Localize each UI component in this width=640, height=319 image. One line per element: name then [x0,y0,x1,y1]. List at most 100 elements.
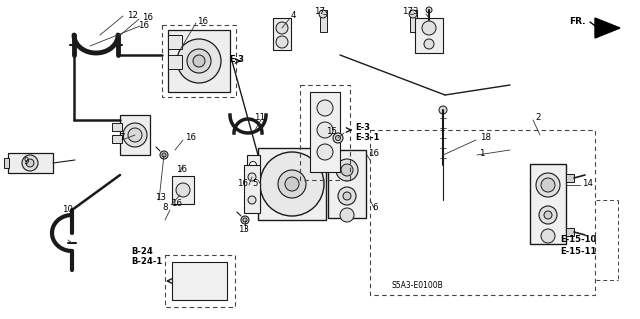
Text: FR.: FR. [569,17,586,26]
Bar [258,148,326,220]
Circle shape [241,216,249,224]
Bar [273,18,291,50]
Text: 16: 16 [197,17,208,26]
Circle shape [338,187,356,205]
Circle shape [536,173,560,197]
Text: 6: 6 [372,204,378,212]
Circle shape [123,123,147,147]
Bar [8,153,53,173]
Bar [566,228,574,236]
Text: E-15-10: E-15-10 [560,235,596,244]
Bar [4,158,9,168]
Bar [172,262,227,300]
Circle shape [336,159,358,181]
Circle shape [285,177,299,191]
Bar [370,130,595,295]
Circle shape [541,178,555,192]
Circle shape [250,161,257,168]
Text: 4: 4 [291,11,296,20]
Circle shape [162,153,166,157]
Text: 2: 2 [535,114,541,122]
Circle shape [278,170,306,198]
Polygon shape [595,18,620,38]
Text: B-24: B-24 [131,248,153,256]
Bar [247,155,260,211]
Text: 8: 8 [163,204,168,212]
Bar [300,85,350,180]
Text: 18: 18 [480,133,491,143]
Text: 17: 17 [314,6,325,16]
Circle shape [317,100,333,116]
Text: 16: 16 [368,149,379,158]
Text: E-3-1: E-3-1 [355,133,380,143]
Circle shape [340,208,354,222]
Text: S5A3-E0100B: S5A3-E0100B [392,280,444,290]
Circle shape [276,22,288,34]
Text: 15: 15 [326,127,337,136]
Bar [244,165,260,213]
Circle shape [439,106,447,114]
Circle shape [276,36,288,48]
Circle shape [426,7,432,13]
Bar [168,35,182,49]
Bar [415,18,443,53]
Bar [168,30,230,92]
Circle shape [193,55,205,67]
Bar [566,174,574,182]
Bar [168,55,182,69]
Bar [328,150,366,218]
Circle shape [160,151,168,159]
Text: 16: 16 [185,133,196,143]
Text: 16: 16 [176,166,187,174]
Circle shape [343,192,351,200]
Circle shape [187,49,211,73]
Circle shape [539,206,557,224]
Circle shape [250,191,257,198]
Text: 7: 7 [119,133,125,143]
Circle shape [544,211,552,219]
Text: 5: 5 [253,179,258,188]
Text: 17: 17 [402,6,413,16]
Circle shape [333,133,343,143]
Circle shape [541,229,555,243]
Bar [320,10,327,32]
Bar [120,115,150,155]
Text: 16: 16 [171,198,182,207]
Text: E-3: E-3 [355,123,370,132]
Circle shape [424,39,434,49]
Circle shape [176,183,190,197]
Text: B-24-1: B-24-1 [131,257,163,266]
Text: 12: 12 [127,11,138,19]
Text: 10: 10 [62,204,73,213]
Circle shape [422,21,436,35]
Text: 16: 16 [138,21,149,31]
Bar [162,25,236,97]
Circle shape [317,122,333,138]
Text: E-15-11: E-15-11 [560,247,596,256]
Circle shape [317,144,333,160]
Text: 9: 9 [24,158,29,167]
Circle shape [248,173,256,181]
Bar [530,164,566,244]
Bar [410,10,417,32]
Text: 16: 16 [142,12,153,21]
Text: 13: 13 [155,194,166,203]
Text: 1: 1 [479,149,484,158]
Bar [172,176,194,204]
Bar [165,255,235,307]
Text: 14: 14 [582,179,593,188]
Circle shape [260,152,324,216]
Text: 16: 16 [237,179,248,188]
Text: E-3: E-3 [229,56,244,64]
Circle shape [26,159,34,167]
Circle shape [319,10,327,18]
Circle shape [177,39,221,83]
Circle shape [128,128,142,142]
Bar [112,123,122,131]
Text: 3: 3 [413,8,418,17]
Circle shape [409,10,417,18]
Text: 11: 11 [254,114,265,122]
Circle shape [335,136,340,140]
Circle shape [248,196,256,204]
Circle shape [22,155,38,171]
